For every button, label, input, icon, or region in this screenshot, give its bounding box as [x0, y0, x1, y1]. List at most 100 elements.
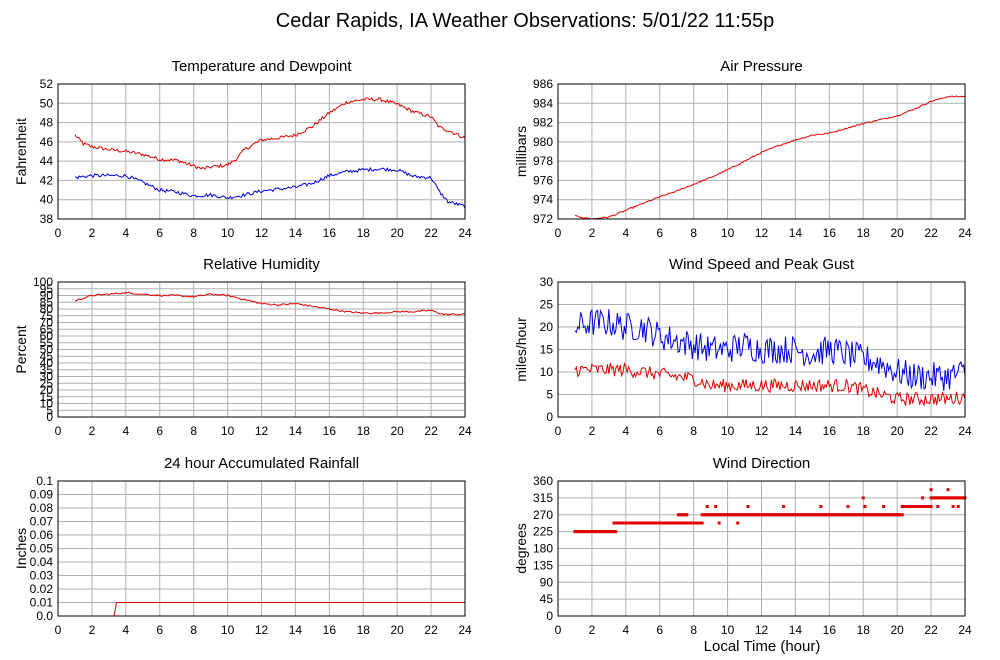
temp-x-tick-label: 10: [221, 226, 235, 240]
pressure-title: Air Pressure: [720, 58, 803, 75]
temp-x-tick-label: 12: [255, 226, 269, 240]
temp-x-tick-label: 0: [55, 226, 62, 240]
temp-plot-frame: [57, 83, 466, 220]
humidity-grid: [57, 281, 466, 418]
wind-x-tick-label: 0: [555, 424, 562, 438]
wind-x-tick-label: 8: [690, 424, 697, 438]
rain-y-tick-label: 0.03: [30, 569, 54, 583]
pressure-plot-frame: [557, 83, 966, 220]
direction-x-tick-label: 12: [755, 623, 769, 637]
pressure-x-tick-label: 18: [857, 226, 871, 240]
temp-title: Temperature and Dewpoint: [171, 58, 352, 75]
direction-point: [705, 505, 709, 508]
pressure-x-tick-label: 2: [589, 226, 596, 240]
direction-point: [921, 496, 925, 500]
pressure-y-tick-label: 980: [533, 135, 553, 149]
humidity-y-tick-label: 25: [40, 376, 54, 390]
direction-x-tick-label: 22: [924, 623, 938, 637]
pressure-x-tick-label: 0: [555, 226, 562, 240]
rain-title: 24 hour Accumulated Rainfall: [164, 455, 359, 472]
pressure-x-tick-label: 20: [890, 226, 904, 240]
wind-x-tick-label: 14: [789, 424, 803, 438]
pressure-y-tick-label: 974: [533, 193, 553, 207]
direction-point: [951, 505, 955, 508]
wind-x-tick-label: 22: [924, 424, 938, 438]
wind-y-tick-label: 25: [540, 298, 554, 312]
rain-y-tick-label: 0.08: [30, 501, 54, 515]
humidity-y-tick-label: 15: [40, 390, 54, 404]
temp-x-tick-label: 2: [89, 226, 96, 240]
humidity-title: Relative Humidity: [203, 256, 320, 273]
humidity-plot-frame: [57, 281, 466, 418]
page-title: Cedar Rapids, IA Weather Observations: 5…: [276, 10, 774, 32]
humidity-x-tick-label: 10: [221, 424, 235, 438]
direction-point: [685, 513, 689, 517]
rain-x-tick-label: 10: [221, 623, 235, 637]
wind-y-tick-label: 20: [540, 320, 554, 334]
pressure-x-tick-label: 6: [656, 226, 663, 240]
temp-y-tick-label: 52: [40, 77, 54, 91]
rain-x-tick-label: 2: [89, 623, 96, 637]
rain-x-tick-label: 8: [190, 623, 197, 637]
temp-x-tick-label: 8: [190, 226, 197, 240]
pressure-x-tick-label: 22: [924, 226, 938, 240]
humidity-x-tick-label: 22: [424, 424, 438, 438]
humidity-y-axis-label: Percent: [13, 325, 29, 373]
humidity-x-tick-label: 20: [390, 424, 404, 438]
rain-y-tick-label: 0.07: [30, 515, 54, 529]
direction-point: [614, 530, 618, 534]
direction-point: [897, 513, 901, 517]
direction-y-tick-label: 135: [533, 558, 553, 572]
rain-x-tick-label: 20: [390, 623, 404, 637]
humidity-y-tick-label: 0: [46, 410, 53, 424]
temp-series-0-line: [74, 97, 466, 170]
wind-x-tick-label: 20: [890, 424, 904, 438]
direction-y-tick-label: 0: [546, 609, 553, 623]
humidity-y-tick-label: 50: [40, 343, 54, 357]
wind-y-tick-label: 10: [540, 365, 554, 379]
humidity-x-tick-label: 16: [323, 424, 337, 438]
pressure-series-0-line: [574, 95, 966, 220]
direction-point: [683, 521, 687, 525]
rain-y-tick-label: 0.06: [30, 528, 54, 542]
direction-y-tick-label: 270: [533, 508, 553, 522]
temp-x-tick-label: 14: [289, 226, 303, 240]
rain-x-tick-label: 18: [357, 623, 371, 637]
direction-x-tick-label: 16: [823, 623, 837, 637]
humidity-x-tick-label: 0: [55, 424, 62, 438]
humidity-x-tick-label: 4: [122, 424, 129, 438]
wind-x-tick-label: 10: [721, 424, 735, 438]
direction-point: [746, 505, 750, 508]
humidity-y-tick-label: 45: [40, 349, 54, 363]
rain-y-tick-label: 0.05: [30, 542, 54, 556]
rain-x-tick-label: 24: [458, 623, 472, 637]
direction-point: [819, 505, 823, 508]
wind-x-tick-label: 4: [622, 424, 629, 438]
direction-grid: [557, 480, 966, 617]
rain-plot-frame: [57, 480, 466, 617]
rain-y-tick-label: 0.01: [30, 596, 54, 610]
humidity-y-tick-label: 30: [40, 370, 54, 384]
pressure-x-tick-label: 10: [721, 226, 735, 240]
temp-series-1-line: [75, 166, 466, 209]
temp-y-tick-label: 50: [40, 96, 54, 110]
direction-point: [717, 521, 721, 525]
direction-point: [714, 505, 718, 508]
pressure-x-tick-label: 4: [622, 226, 629, 240]
direction-x-tick-label: 2: [589, 623, 596, 637]
pressure-y-tick-label: 972: [533, 212, 553, 226]
direction-y-tick-label: 315: [533, 491, 553, 505]
direction-point: [782, 505, 786, 508]
direction-y-axis-label: degrees: [513, 523, 529, 574]
rain-y-tick-label: 0.09: [30, 488, 54, 502]
wind-series-0-line: [574, 308, 966, 391]
direction-y-tick-label: 180: [533, 542, 553, 556]
direction-point: [936, 505, 940, 508]
wind-x-tick-label: 2: [589, 424, 596, 438]
pressure-y-axis-label: millibars: [513, 126, 529, 177]
